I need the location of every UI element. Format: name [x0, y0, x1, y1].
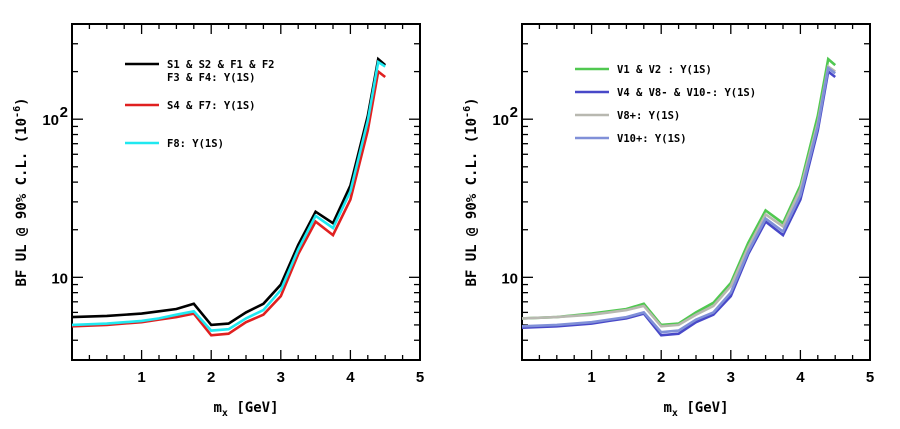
legend-label-0: F3 & F4: Υ(1S): [167, 72, 256, 84]
x-axis: 1 2 3 4 5: [88, 24, 424, 386]
x-axis: 1 2 3 4 5: [538, 24, 874, 386]
legend: V1 & V2 : Υ(1S) V4 & V8- & V10-: Υ(1S) V8+…: [575, 64, 756, 145]
x-axis-title: mx [GeV]: [663, 400, 728, 419]
legend-label-0: S1 & S2 & F1 & F2: [167, 59, 274, 71]
x-tick-label: 4: [796, 369, 805, 386]
x-tick-label: 2: [207, 369, 215, 386]
series-line-2: [71, 59, 386, 332]
y-tick-label: 10: [51, 270, 68, 287]
y-axis-title-close: ): [14, 97, 30, 105]
y-axis-title: BF UL @ 90% C.L. (10-6): [462, 97, 480, 286]
y-axis-title-main: BF UL @ 90% C.L. (10: [14, 118, 30, 287]
x-axis-title: mx [GeV]: [213, 400, 278, 419]
x-tick-label: 5: [866, 369, 874, 386]
series-line-0: [71, 56, 387, 327]
x-axis-title-subscript: x: [672, 408, 678, 419]
y-axis-title-close: ): [464, 97, 480, 105]
x-tick-label: 4: [346, 369, 355, 386]
legend-label-2: V8+: Υ(1S): [617, 110, 680, 122]
legend-label-1: S4 & F7: Υ(1S): [167, 100, 256, 112]
x-tick-label: 5: [416, 369, 424, 386]
legend-label-0: V1 & V2 : Υ(1S): [617, 64, 712, 76]
x-tick-label: 3: [727, 369, 735, 386]
x-axis-title-main: m: [663, 400, 671, 416]
legend-label-2: F8: Υ(1S): [167, 138, 224, 150]
y-tick-label: 10: [42, 112, 59, 129]
series-line-2: [521, 64, 836, 328]
y-tick-label: 10: [501, 270, 518, 287]
y-axis-title-exponent: -6: [12, 106, 23, 118]
x-axis-title-unit: [GeV]: [678, 400, 729, 416]
x-tick-label: 1: [587, 369, 595, 386]
x-axis-title-main: m: [213, 400, 221, 416]
x-axis-title-unit: [GeV]: [228, 400, 279, 416]
x-axis-title-subscript: x: [222, 408, 228, 419]
y-tick-label-exponent: 2: [60, 104, 68, 121]
x-tick-label: 1: [137, 369, 145, 386]
x-tick-label: 2: [657, 369, 665, 386]
series-group: [521, 56, 837, 337]
legend-label-1: V4 & V8- & V10-: Υ(1S): [617, 87, 756, 99]
y-axis-title: BF UL @ 90% C.L. (10-6): [12, 97, 30, 286]
y-tick-label: 10: [492, 112, 509, 129]
legend-label-3: V10+: Υ(1S): [617, 133, 687, 145]
y-axis-title-exponent: -6: [462, 106, 473, 118]
x-tick-label: 3: [277, 369, 285, 386]
series-group: [71, 56, 387, 337]
series-line-3: [521, 65, 836, 334]
y-tick-label-exponent: 2: [510, 104, 518, 121]
y-axis-title-main: BF UL @ 90% C.L. (10: [464, 118, 480, 287]
